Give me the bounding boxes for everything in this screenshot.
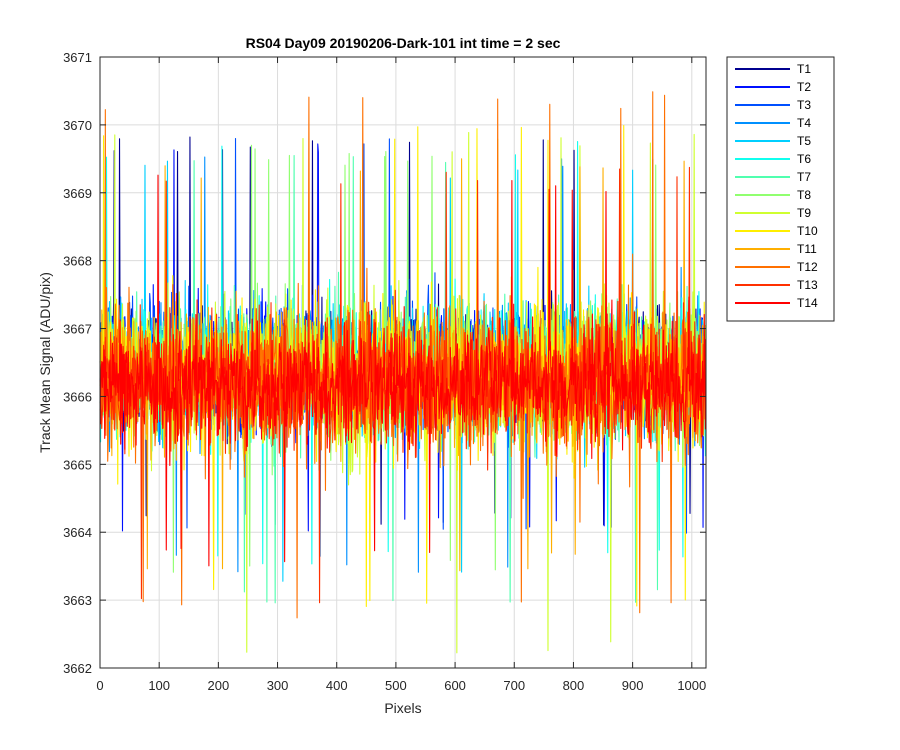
y-tick-label: 3669 [63, 186, 92, 201]
ticks: 0 100 200 300 400 500 600 700 800 900 1000 3662 3663… [63, 50, 706, 693]
series-line-t14 [99, 174, 706, 567]
chart-title: RS04 Day09 20190206-Dark-101 int time = … [246, 35, 561, 51]
x-tick-label: 700 [503, 678, 525, 693]
x-tick-label: 100 [148, 678, 170, 693]
x-tick-label: 1000 [677, 678, 706, 693]
legend-label: T13 [797, 278, 818, 292]
y-tick-label: 3666 [63, 389, 92, 404]
legend-label: T5 [797, 134, 811, 148]
series-layer [99, 91, 706, 654]
y-tick-label: 3668 [63, 254, 92, 269]
x-axis-label: Pixels [384, 700, 421, 716]
x-tick-label: 0 [96, 678, 103, 693]
legend-label: T1 [797, 62, 811, 76]
legend-label: T11 [797, 242, 817, 256]
x-tick-label: 300 [267, 678, 289, 693]
y-tick-label: 3664 [63, 525, 92, 540]
legend-label: T8 [797, 188, 811, 202]
legend-label: T9 [797, 206, 811, 220]
y-axis-label: Track Mean Signal (ADU/pix) [37, 272, 53, 453]
x-tick-label: 500 [385, 678, 407, 693]
x-tick-label: 800 [563, 678, 585, 693]
legend-label: T6 [797, 152, 811, 166]
legend-label: T3 [797, 98, 811, 112]
y-tick-label: 3670 [63, 118, 92, 133]
legend-label: T12 [797, 260, 818, 274]
x-tick-label: 200 [208, 678, 230, 693]
legend-box [726, 56, 835, 322]
legend-label: T10 [797, 224, 818, 238]
y-tick-label: 3665 [63, 457, 92, 472]
x-tick-label: 600 [444, 678, 466, 693]
x-tick-label: 900 [622, 678, 644, 693]
x-tick-label: 400 [326, 678, 348, 693]
legend-label: T4 [797, 116, 811, 130]
legend-label: T2 [797, 80, 811, 94]
legend: T1 T2 T3 T4 T5 T6 T7 T8 T9 T10 T11 T12 T13 T14 [726, 56, 835, 322]
y-tick-label: 3671 [63, 50, 92, 65]
plot-frame [99, 56, 707, 669]
legend-label: T7 [797, 170, 811, 184]
y-tick-label: 3663 [63, 593, 92, 608]
y-tick-label: 3662 [63, 661, 92, 676]
legend-label: T14 [797, 296, 818, 310]
y-tick-label: 3667 [63, 322, 92, 337]
